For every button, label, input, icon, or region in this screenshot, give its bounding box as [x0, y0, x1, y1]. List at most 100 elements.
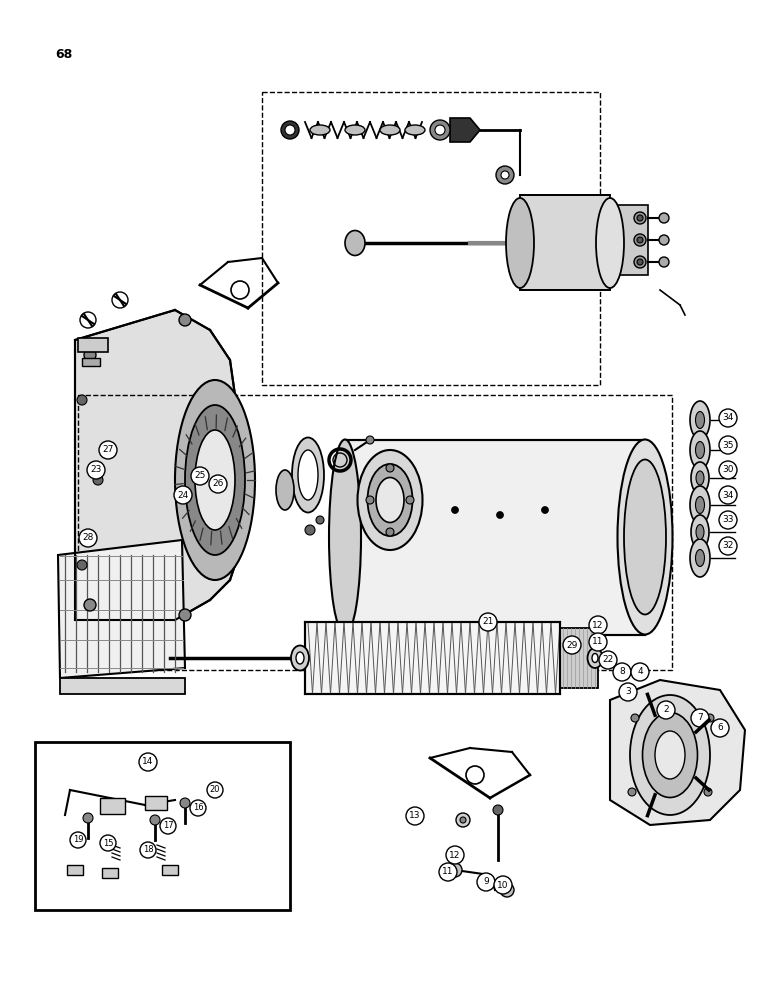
Circle shape — [174, 486, 192, 504]
Ellipse shape — [691, 462, 709, 494]
Circle shape — [435, 125, 445, 135]
Bar — [67, 865, 83, 875]
Ellipse shape — [618, 440, 672, 635]
Circle shape — [100, 835, 116, 851]
Ellipse shape — [376, 478, 404, 522]
Text: 16: 16 — [193, 804, 203, 812]
Text: 3: 3 — [625, 688, 631, 696]
Circle shape — [637, 237, 643, 243]
Text: 34: 34 — [723, 490, 733, 499]
Text: 28: 28 — [83, 534, 93, 542]
Ellipse shape — [329, 440, 361, 635]
Circle shape — [207, 782, 223, 798]
Ellipse shape — [592, 654, 598, 662]
Circle shape — [180, 798, 190, 808]
Circle shape — [599, 651, 617, 669]
Text: 10: 10 — [497, 880, 509, 890]
Ellipse shape — [691, 515, 709, 549]
Circle shape — [77, 395, 87, 405]
Bar — [305, 622, 560, 694]
Text: 22: 22 — [602, 656, 614, 664]
Text: 13: 13 — [409, 812, 421, 820]
Circle shape — [659, 213, 669, 223]
Circle shape — [406, 807, 424, 825]
Ellipse shape — [655, 731, 685, 779]
Text: 23: 23 — [90, 466, 102, 475]
Circle shape — [191, 467, 209, 485]
Text: 26: 26 — [212, 480, 224, 488]
Circle shape — [209, 475, 227, 493]
Ellipse shape — [696, 412, 705, 428]
Polygon shape — [345, 440, 645, 635]
Circle shape — [494, 876, 512, 894]
Bar — [78, 338, 108, 352]
Text: 21: 21 — [482, 617, 493, 626]
Circle shape — [139, 753, 157, 771]
Circle shape — [190, 800, 206, 816]
Ellipse shape — [587, 648, 602, 668]
Text: 35: 35 — [723, 440, 733, 450]
Circle shape — [70, 832, 86, 848]
Circle shape — [719, 486, 737, 504]
Circle shape — [637, 259, 643, 265]
Circle shape — [84, 599, 96, 611]
Circle shape — [719, 409, 737, 427]
Text: 25: 25 — [195, 472, 205, 481]
Ellipse shape — [405, 125, 425, 135]
Circle shape — [659, 235, 669, 245]
Circle shape — [589, 633, 607, 651]
Text: 15: 15 — [103, 838, 113, 848]
Circle shape — [631, 663, 649, 681]
Bar — [145, 796, 167, 810]
Ellipse shape — [642, 712, 697, 798]
Circle shape — [386, 464, 394, 472]
Circle shape — [719, 511, 737, 529]
Polygon shape — [75, 310, 240, 620]
Ellipse shape — [630, 695, 710, 815]
Text: 17: 17 — [163, 822, 173, 830]
Ellipse shape — [696, 524, 704, 540]
Circle shape — [628, 788, 636, 796]
Text: 68: 68 — [55, 48, 73, 62]
Text: 7: 7 — [697, 714, 703, 722]
Circle shape — [500, 883, 514, 897]
Circle shape — [631, 714, 639, 722]
Text: 6: 6 — [717, 724, 723, 732]
Ellipse shape — [690, 539, 710, 577]
Ellipse shape — [185, 405, 245, 555]
Polygon shape — [58, 540, 185, 678]
Text: 11: 11 — [592, 638, 604, 647]
Circle shape — [93, 475, 103, 485]
Circle shape — [406, 496, 414, 504]
Text: 11: 11 — [442, 867, 454, 876]
Circle shape — [99, 441, 117, 459]
Ellipse shape — [345, 125, 365, 135]
Bar — [82, 358, 100, 366]
Ellipse shape — [367, 464, 412, 536]
Text: 12: 12 — [449, 850, 461, 859]
Circle shape — [719, 537, 737, 555]
Ellipse shape — [696, 496, 705, 514]
Circle shape — [466, 766, 484, 784]
Ellipse shape — [310, 125, 330, 135]
Ellipse shape — [690, 401, 710, 439]
Circle shape — [446, 846, 464, 864]
Circle shape — [448, 863, 462, 877]
Circle shape — [659, 257, 669, 267]
Text: 12: 12 — [592, 620, 604, 630]
Circle shape — [496, 512, 503, 518]
Circle shape — [589, 616, 607, 634]
Ellipse shape — [690, 431, 710, 469]
Bar — [102, 868, 118, 878]
Ellipse shape — [506, 198, 534, 288]
Text: 32: 32 — [723, 542, 733, 550]
Ellipse shape — [291, 646, 309, 670]
Circle shape — [305, 525, 315, 535]
Circle shape — [637, 215, 643, 221]
Text: 29: 29 — [567, 641, 577, 650]
Circle shape — [77, 560, 87, 570]
Circle shape — [285, 125, 295, 135]
Text: 2: 2 — [663, 706, 669, 714]
Circle shape — [657, 701, 675, 719]
Ellipse shape — [690, 486, 710, 524]
